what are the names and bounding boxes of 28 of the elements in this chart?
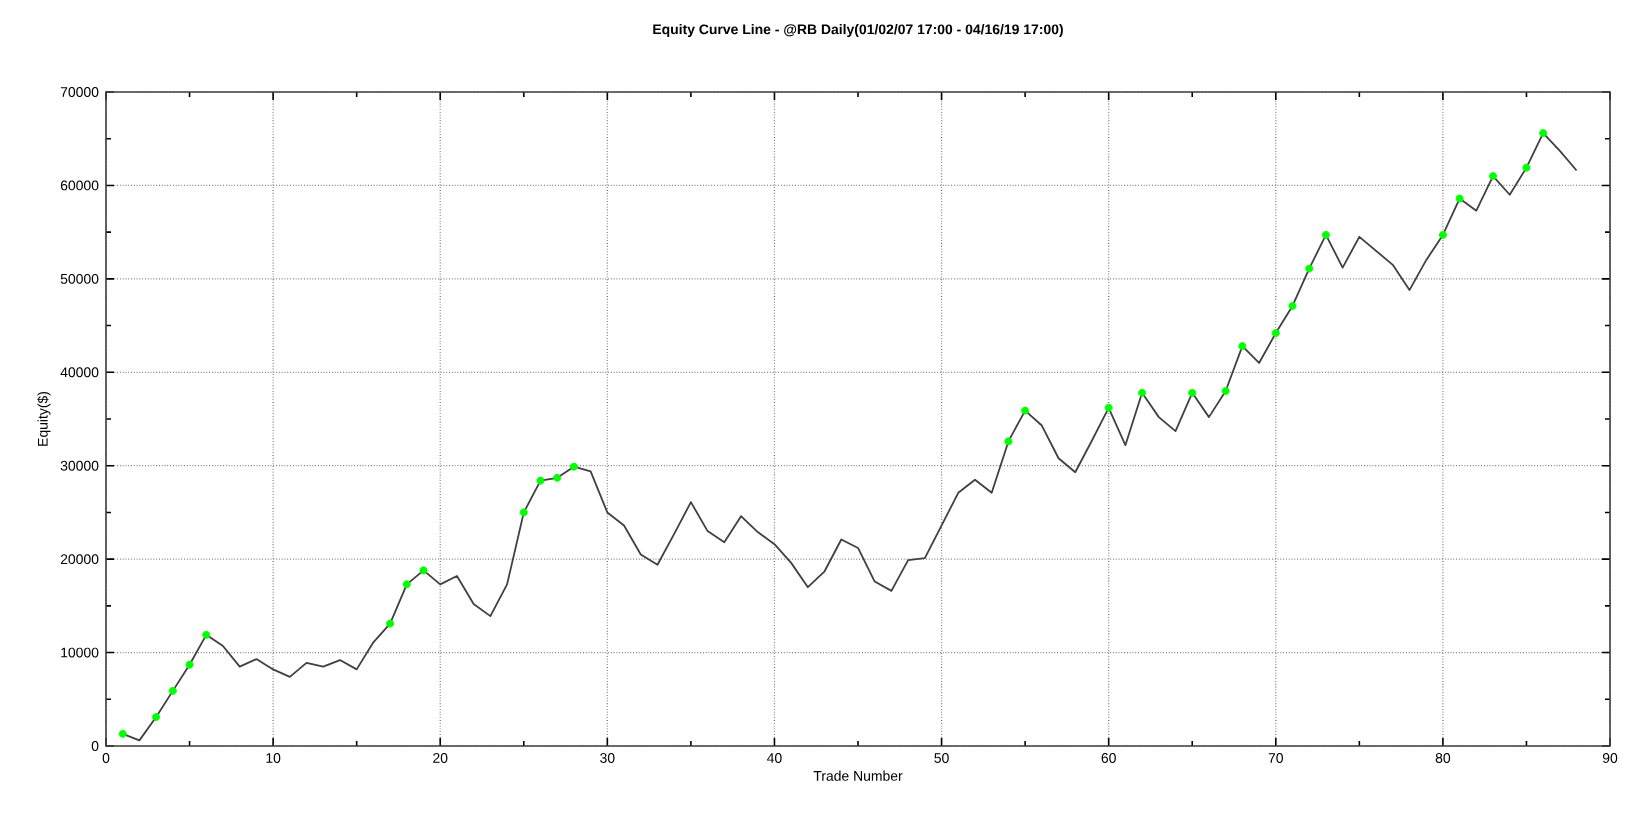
point — [1455, 194, 1464, 203]
point — [1438, 230, 1447, 239]
point — [1021, 406, 1030, 415]
point — [168, 686, 177, 695]
point — [1305, 264, 1314, 273]
point — [569, 462, 578, 471]
point — [1271, 329, 1280, 338]
point — [1188, 388, 1197, 397]
point — [1288, 301, 1297, 310]
point — [1238, 342, 1247, 351]
point — [202, 630, 211, 639]
point — [1104, 403, 1113, 412]
point — [419, 566, 428, 575]
point — [152, 713, 161, 722]
point — [185, 660, 194, 669]
point — [519, 508, 528, 517]
point — [1539, 129, 1548, 138]
point — [1004, 437, 1013, 446]
point — [536, 476, 545, 485]
point — [118, 729, 127, 738]
point — [1221, 386, 1230, 395]
point — [1489, 172, 1498, 181]
point — [1138, 388, 1147, 397]
point — [1522, 163, 1531, 172]
point — [553, 473, 562, 482]
point — [402, 580, 411, 589]
point — [386, 619, 395, 628]
point — [1321, 230, 1330, 239]
